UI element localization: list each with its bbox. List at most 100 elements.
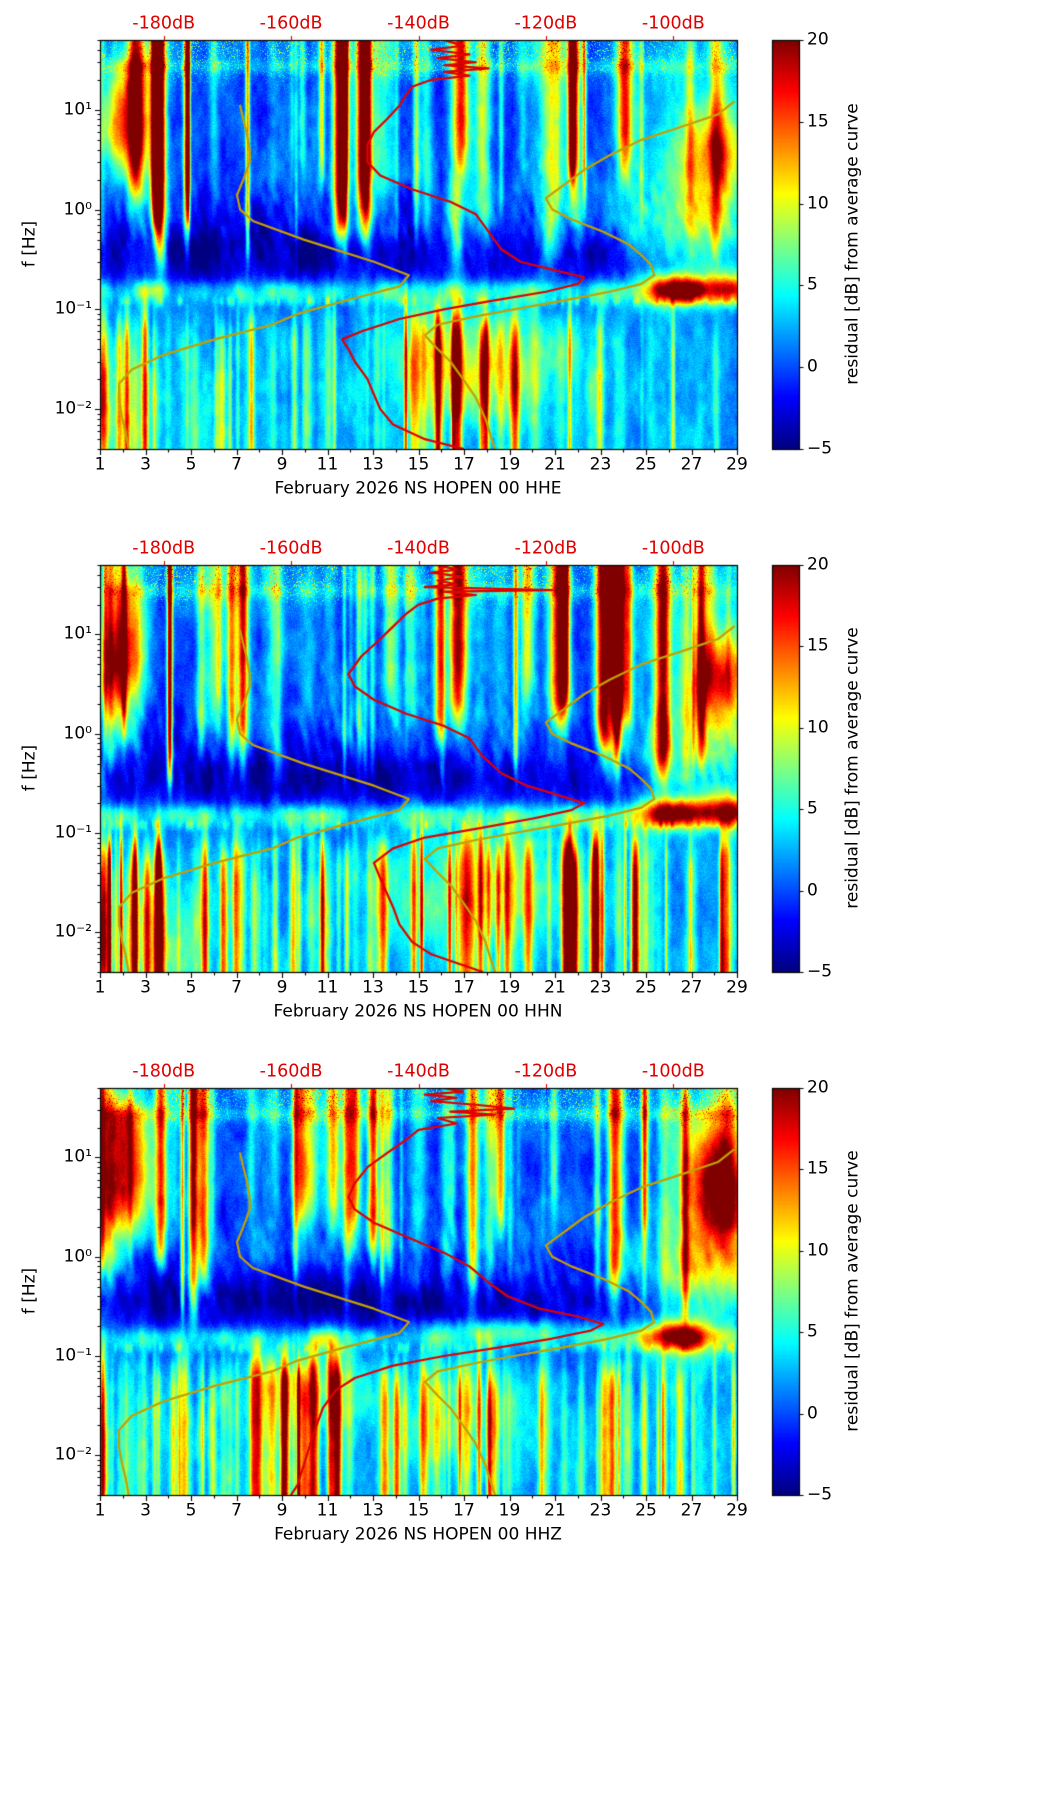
x-tick-label: 19 xyxy=(498,454,521,475)
x-tick-label: 27 xyxy=(680,454,703,475)
top-axis-db-label: -100dB xyxy=(641,538,705,559)
x-tick-label: 13 xyxy=(362,454,384,475)
colorbar-tick-label: 5 xyxy=(807,1321,818,1342)
x-tick-label: 25 xyxy=(635,1500,657,1521)
xlabel-hhn: February 2026 NS HOPEN 00 HHN xyxy=(273,1001,563,1022)
x-tick-label: 9 xyxy=(276,1500,288,1521)
x-tick-label: 11 xyxy=(316,454,339,475)
x-tick-label: 15 xyxy=(407,977,430,998)
x-tick-label: 7 xyxy=(231,977,242,998)
ylabel-hhe: f [Hz] xyxy=(19,220,40,268)
x-tick-label: 3 xyxy=(140,977,151,998)
colorbar-tick-label: −5 xyxy=(807,438,833,459)
colorbar-tick-label: 0 xyxy=(807,880,818,901)
x-tick-label: 29 xyxy=(726,1500,748,1521)
x-tick-label: 15 xyxy=(407,454,430,475)
colorbar-tick-label: 0 xyxy=(807,356,818,377)
top-axis-db-label: -160dB xyxy=(259,1061,323,1082)
colorbar-tick-label: 5 xyxy=(807,274,818,295)
x-tick-label: 13 xyxy=(362,977,384,998)
x-tick-label: 27 xyxy=(680,1500,703,1521)
top-axis-db-label: -160dB xyxy=(259,13,323,34)
x-tick-label: 11 xyxy=(316,1500,339,1521)
x-tick-label: 7 xyxy=(231,1500,242,1521)
x-tick-label: 5 xyxy=(185,1500,197,1521)
colorbar-label-hhn: residual [dB] from average curve xyxy=(842,627,863,909)
y-tick-label: 10⁻¹ xyxy=(54,822,92,843)
x-tick-label: 21 xyxy=(544,454,566,475)
top-axis-db-label: -100dB xyxy=(641,13,705,34)
x-tick-label: 1 xyxy=(94,977,106,998)
top-axis-db-label: -120dB xyxy=(514,1061,578,1082)
top-axis-db-label: -120dB xyxy=(514,13,578,34)
ylabel-hhz: f [Hz] xyxy=(19,1267,40,1315)
xlabel-hhz: February 2026 NS HOPEN 00 HHZ xyxy=(274,1524,562,1545)
x-tick-label: 7 xyxy=(231,454,242,475)
x-tick-label: 9 xyxy=(276,977,288,998)
colorbar-tick-label: 10 xyxy=(807,193,829,214)
x-tick-label: 19 xyxy=(498,977,521,998)
x-tick-label: 15 xyxy=(407,1500,430,1521)
y-tick-label: 10⁻² xyxy=(54,398,92,419)
xlabel-hhe: February 2026 NS HOPEN 00 HHE xyxy=(274,478,562,499)
top-axis-db-label: -160dB xyxy=(259,538,323,559)
colorbar-tick-label: 10 xyxy=(807,717,829,738)
y-tick-label: 10¹ xyxy=(63,1146,92,1167)
ylabel-hhn: f [Hz] xyxy=(19,744,40,792)
y-tick-label: 10⁰ xyxy=(63,1246,92,1267)
x-tick-label: 1 xyxy=(94,1500,106,1521)
top-axis-db-label: -180dB xyxy=(132,13,196,34)
x-tick-label: 23 xyxy=(589,977,612,998)
colorbar-tick-label: 5 xyxy=(807,798,818,819)
y-tick-label: 10⁰ xyxy=(63,723,92,744)
y-tick-label: 10⁻² xyxy=(54,1444,92,1465)
colorbar-label-hhz: residual [dB] from average curve xyxy=(842,1150,863,1432)
x-tick-label: 3 xyxy=(140,1500,151,1521)
top-axis-db-label: -120dB xyxy=(514,538,578,559)
top-axis-db-label: -180dB xyxy=(132,1061,196,1082)
x-tick-label: 19 xyxy=(498,1500,521,1521)
top-axis-db-label: -140dB xyxy=(387,13,450,34)
x-tick-label: 29 xyxy=(726,977,748,998)
top-axis-db-label: -140dB xyxy=(387,1061,450,1082)
x-tick-label: 21 xyxy=(544,1500,566,1521)
x-tick-label: 5 xyxy=(185,454,197,475)
x-tick-label: 21 xyxy=(544,977,566,998)
x-tick-label: 5 xyxy=(185,977,197,998)
colorbar-tick-label: −5 xyxy=(807,961,833,982)
x-tick-label: 1 xyxy=(94,454,106,475)
colorbar-tick-label: 15 xyxy=(807,635,829,656)
x-tick-label: 25 xyxy=(635,977,657,998)
y-tick-label: 10⁻¹ xyxy=(54,1345,92,1366)
colorbar-tick-label: −5 xyxy=(807,1484,833,1505)
x-tick-label: 29 xyxy=(726,454,748,475)
colorbar-tick-label: 0 xyxy=(807,1403,818,1424)
colorbar-tick-label: 10 xyxy=(807,1240,829,1261)
x-tick-label: 13 xyxy=(362,1500,384,1521)
colorbar-tick-label: 15 xyxy=(807,1158,829,1179)
top-axis-db-label: -100dB xyxy=(641,1061,705,1082)
x-tick-label: 11 xyxy=(316,977,339,998)
top-axis-db-label: -140dB xyxy=(387,538,450,559)
colorbar-tick-label: 20 xyxy=(807,29,829,50)
y-tick-label: 10⁻¹ xyxy=(54,298,92,319)
colorbar-tick-label: 20 xyxy=(807,1077,829,1098)
x-tick-label: 9 xyxy=(276,454,288,475)
x-tick-label: 17 xyxy=(453,454,475,475)
x-tick-label: 25 xyxy=(635,454,657,475)
y-tick-label: 10⁰ xyxy=(63,199,92,220)
colorbar-tick-label: 20 xyxy=(807,554,829,575)
x-tick-label: 17 xyxy=(453,1500,475,1521)
top-axis-db-label: -180dB xyxy=(132,538,196,559)
x-tick-label: 17 xyxy=(453,977,475,998)
y-tick-label: 10¹ xyxy=(63,99,92,120)
y-tick-label: 10¹ xyxy=(63,623,92,644)
x-tick-label: 3 xyxy=(140,454,151,475)
colorbar-label-hhe: residual [dB] from average curve xyxy=(842,103,863,385)
x-tick-label: 23 xyxy=(589,454,612,475)
x-tick-label: 23 xyxy=(589,1500,612,1521)
y-tick-label: 10⁻² xyxy=(54,921,92,942)
x-tick-label: 27 xyxy=(680,977,703,998)
colorbar-tick-label: 15 xyxy=(807,111,829,132)
